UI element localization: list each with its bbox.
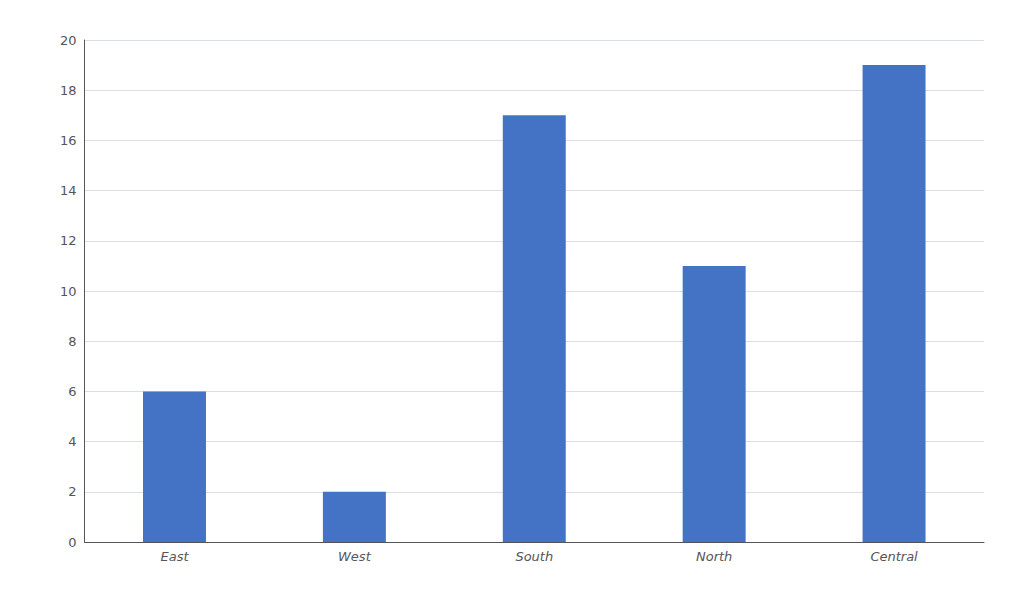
svg-text:6: 6 [68,384,76,399]
svg-text:2: 2 [68,484,76,499]
svg-text:14: 14 [60,183,77,198]
svg-text:12: 12 [60,233,77,248]
svg-text:West: West [338,549,372,564]
svg-text:0: 0 [68,535,76,550]
svg-text:North: North [696,549,732,564]
svg-text:East: East [160,549,189,564]
svg-text:18: 18 [60,83,77,98]
svg-text:Central: Central [870,549,918,564]
svg-text:10: 10 [60,284,77,299]
svg-text:16: 16 [60,133,77,148]
svg-text:4: 4 [68,434,76,449]
svg-text:8: 8 [68,334,76,349]
svg-text:20: 20 [60,33,77,48]
svg-text:South: South [515,549,553,564]
